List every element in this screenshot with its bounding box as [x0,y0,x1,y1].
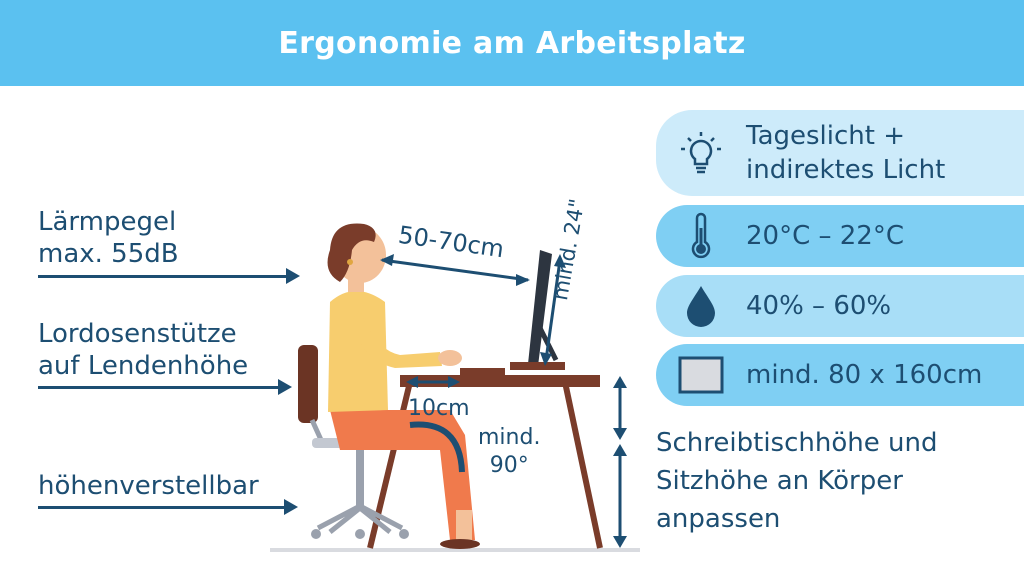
lumbar-arrow-head [278,379,292,395]
panel-temperature-text: 20°C – 22°C [746,221,905,251]
adjustable-label: höhenverstellbar [38,470,259,502]
lumbar-label-line2: auf Lendenhöhe [38,351,249,381]
chair-backrest [298,345,318,423]
noise-arrow-head [286,268,300,284]
knee-angle-arc [409,421,465,473]
lumbar-label-line1: Lordosenstütze [38,319,237,349]
desk-surface-icon [656,355,746,395]
header-banner: Ergonomie am Arbeitsplatz [0,0,1024,86]
adjustable-arrow-line [38,506,286,509]
person-calf [456,510,472,540]
thermometer-icon [656,212,746,260]
height-adjust-line1: Schreibtischhöhe und [656,428,938,458]
person-arm [352,310,442,368]
height-adjust-line2: Sitzhöhe an Körper [656,466,903,496]
eye-distance-line [381,258,529,282]
chair-base [316,503,404,534]
monitor-arm [533,318,559,362]
knee-gap-head-left [406,376,418,388]
knee-angle-line2: 90° [489,453,529,478]
knee-gap-head-right [448,376,460,388]
desk-height-head-up [613,376,627,388]
panel-light-text: Tageslicht + indirektes Licht [746,119,945,187]
adjustable-arrow-head [284,499,298,515]
eye-distance-head-left [380,254,394,266]
monitor-size-line [544,259,562,361]
desk-height-head-down [613,428,627,440]
knee-angle-line1: mind. [478,425,541,450]
panel-light-line1: Tageslicht + [746,121,906,151]
lumbar-arrow-line [38,386,280,389]
person-shoe [440,539,480,549]
panel-temperature: 20°C – 22°C [656,205,1024,267]
panel-humidity: 40% – 60% [656,275,1024,337]
panel-humidity-text: 40% – 60% [746,291,892,321]
lightbulb-icon [656,129,746,177]
noise-arrow-line [38,275,288,278]
noise-label-line1: Lärmpegel [38,207,177,237]
seat-height-head-down [613,536,627,548]
lumbar-label: Lordosenstütze auf Lendenhöhe [38,318,248,382]
person-torso [328,291,388,412]
noise-label-line2: max. 55dB [38,239,179,269]
noise-label: Lärmpegel max. 55dB [38,206,179,270]
chair-column [356,448,364,506]
eye-distance-head-right [516,274,530,286]
monitor-size-head-bottom [540,352,552,366]
monitor-size-head-top [554,254,566,268]
chair-wheel [355,529,365,539]
panel-light: Tageslicht + indirektes Licht [656,110,1024,196]
panel-light-line2: indirektes Licht [746,155,946,185]
floor-line [270,548,640,552]
person-earring [347,259,353,265]
panel-desk-size-text: mind. 80 x 160cm [746,360,983,390]
monitor-base [510,362,565,370]
person-trousers [330,410,475,540]
desk-leg-right [562,381,603,549]
keyboard [460,368,505,375]
seat-height-head-up [613,444,627,456]
person-hair [327,223,376,282]
knee-angle-label: mind. 90° [478,424,540,480]
workstation-illustration [270,223,640,552]
adjustable-label-text: höhenverstellbar [38,471,259,501]
panel-desk-size: mind. 80 x 160cm [656,344,1024,406]
page-title: Ergonomie am Arbeitsplatz [278,25,746,61]
chair-wheel [311,529,321,539]
chair-wheel [399,529,409,539]
height-adjust-line3: anpassen [656,504,781,534]
height-adjust-note: Schreibtischhöhe und Sitzhöhe an Körper … [656,424,937,538]
person-hand [438,350,462,366]
water-drop-icon [656,284,746,328]
monitor-screen [528,250,552,366]
knee-gap-label: 10cm [408,396,470,421]
